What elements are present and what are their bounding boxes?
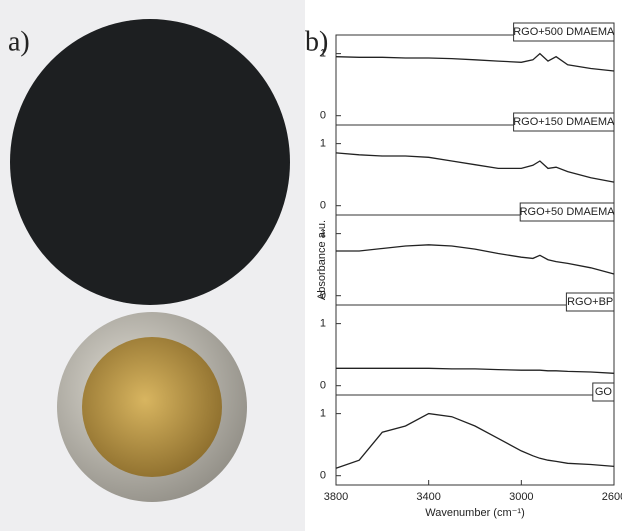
x-axis-label: Wavenumber (cm⁻¹)	[425, 507, 525, 519]
y-tick-label: 0	[320, 110, 326, 122]
y-tick-label: 0	[320, 290, 326, 302]
y-tick-label: 1	[320, 138, 326, 150]
y-tick-label: 1	[320, 48, 326, 60]
spectrum-line	[335, 412, 615, 469]
panel-frame	[335, 394, 615, 486]
x-tick-label: 2600	[602, 491, 622, 503]
coin-center	[82, 337, 222, 477]
x-tick-label: 3000	[509, 491, 533, 503]
y-tick-label: 1	[320, 408, 326, 420]
y-axis-label: Absorbance a.u.	[316, 220, 328, 300]
panel-label: b)	[305, 26, 328, 57]
y-tick-label: 1	[320, 318, 326, 330]
legend-box	[592, 382, 615, 402]
spectrum-line	[336, 367, 615, 374]
y-tick-label: 0	[320, 470, 326, 482]
legend-label: RGO+150 DMAEMA	[513, 116, 615, 128]
legend-label: RGO+50 DMAEMA	[520, 206, 616, 218]
panel-frame	[335, 304, 615, 396]
panel-frame	[335, 34, 615, 126]
legend-label: RGO+500 DMAEMA	[513, 26, 615, 38]
legend-box	[565, 292, 615, 312]
legend-label: RGO+BP	[567, 296, 613, 308]
legend-box	[513, 22, 615, 42]
panel-frame	[335, 124, 615, 216]
film-disc	[10, 19, 290, 305]
y-tick-label: 0	[320, 380, 326, 392]
x-tick-label: 3400	[416, 491, 440, 503]
x-tick-label: 3800	[324, 491, 348, 503]
legend-box	[513, 112, 615, 132]
legend-box	[519, 202, 615, 222]
panel-frame	[335, 214, 615, 306]
spectrum-line	[335, 152, 615, 183]
y-tick-label: 1	[320, 228, 326, 240]
panel-label: a)	[8, 26, 30, 57]
legend-label: GO	[595, 386, 613, 398]
y-tick-label: 0	[320, 200, 326, 212]
spectrum-line	[335, 52, 615, 72]
spectrum-line	[336, 244, 615, 275]
